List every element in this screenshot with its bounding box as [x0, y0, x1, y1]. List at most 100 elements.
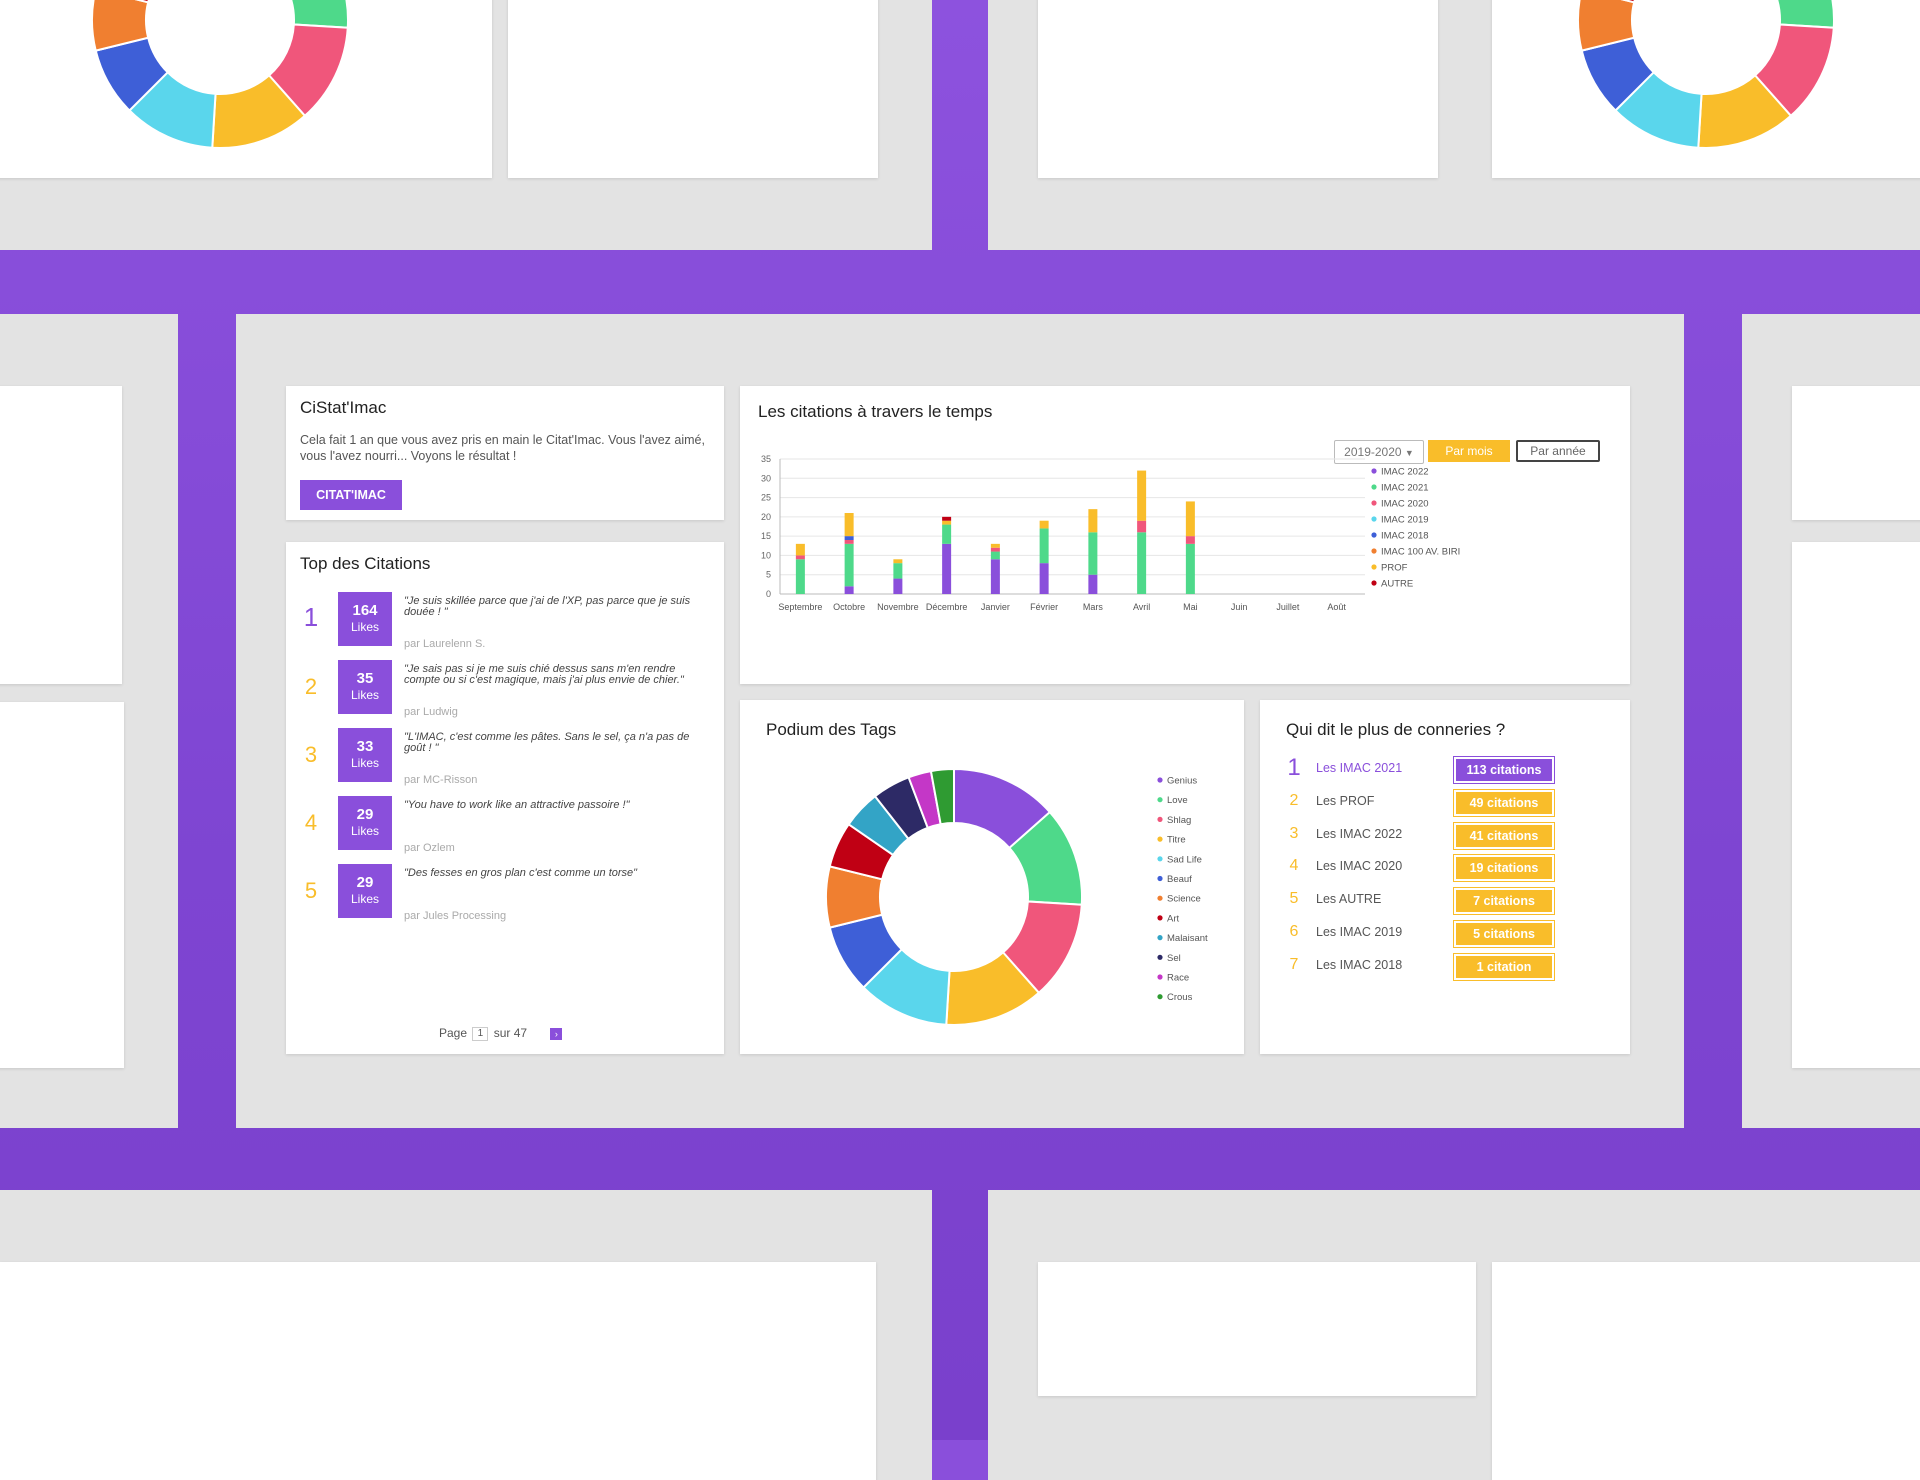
likes-label: Likes — [350, 756, 379, 770]
pager-next-button[interactable]: › — [550, 1027, 563, 1040]
ranking-position: 7 — [1289, 955, 1299, 973]
citatimac-button[interactable]: CITAT'IMAC — [300, 480, 402, 510]
citation-count-badge: 41 citations — [1453, 821, 1555, 850]
legend-label: IMAC 2021 — [1381, 483, 1429, 494]
legend-marker — [1157, 816, 1163, 822]
time-bar-chart: 0 5 10 15 20 25 30 35 Septembre Octobre Novembre Dé… — [761, 454, 1460, 612]
ranking-title: Qui dit le plus de conneries ? — [1286, 720, 1506, 739]
ranking-name[interactable]: Les PROF — [1316, 793, 1375, 808]
legend-marker — [1371, 468, 1377, 474]
likes-badge: 29 Likes — [338, 864, 392, 918]
quote-author: par Jules Processing — [404, 910, 507, 922]
bar-segment — [1137, 470, 1147, 521]
quote-text: "Je suis skillée parce que j'ai de l'XP,… — [404, 595, 691, 618]
quote-rank: 1 — [303, 602, 319, 632]
citation-count-badge: 19 citations — [1453, 854, 1555, 883]
likes-label: Likes — [350, 892, 379, 906]
x-tick-label: Mai — [1183, 602, 1198, 612]
legend-marker — [1157, 994, 1163, 1000]
bar-segment — [844, 586, 854, 594]
y-tick-label: 15 — [761, 531, 771, 541]
x-tick-label: Juillet — [1276, 602, 1300, 612]
quote-author: par MC-Risson — [404, 774, 478, 786]
bar-segment — [795, 559, 805, 594]
bar-segment — [1137, 520, 1147, 533]
bar-segment — [893, 563, 903, 579]
bg-card — [1792, 542, 1920, 1068]
pager-page-input[interactable]: 1 — [472, 1026, 489, 1041]
quote-author: par Ludwig — [404, 706, 458, 718]
ranking-name[interactable]: Les IMAC 2022 — [1316, 826, 1403, 841]
citation-count-badge: 113 citations — [1453, 756, 1555, 784]
ranking-item: 6 Les IMAC 2019 5 citations — [1260, 914, 1630, 954]
bar-segment — [942, 520, 952, 525]
ranking-item: 3 Les IMAC 2022 41 citations — [1260, 816, 1630, 856]
x-tick-label: Novembre — [877, 602, 919, 612]
legend-label: IMAC 2020 — [1381, 499, 1429, 510]
bg-donut-slice — [1620, 0, 1636, 4]
x-tick-label: Décembre — [926, 602, 968, 612]
bar-segment — [1039, 520, 1049, 529]
intro-text: Cela fait 1 an que vous avez pris en mai… — [300, 433, 705, 463]
bg-card — [1492, 0, 1920, 178]
likes-badge: 35 Likes — [338, 660, 392, 714]
bg-donut-chart — [91, 0, 349, 149]
bg-frame-bottom-left — [0, 1190, 932, 1480]
quote-item: 3 33 Likes "L'IMAC, c'est comme les pâtes. … — [286, 728, 724, 796]
quote-rank: 4 — [304, 810, 318, 835]
ranking-name[interactable]: Les IMAC 2018 — [1316, 957, 1403, 972]
ranking-position: 1 — [1287, 754, 1301, 781]
likes-count: 35 — [356, 670, 374, 687]
likes-badge: 29 Likes — [338, 796, 392, 850]
y-tick-label: 0 — [766, 589, 771, 599]
by-month-button[interactable]: Par mois — [1428, 440, 1510, 462]
y-tick-label: 30 — [761, 473, 771, 483]
x-tick-label: Janvier — [981, 602, 1010, 612]
y-tick-label: 5 — [766, 570, 771, 580]
quote-item: 1 164 Likes "Je suis skillée parce que j'ai… — [286, 592, 724, 660]
bg-card — [1038, 0, 1438, 178]
by-year-button[interactable]: Par année — [1516, 440, 1600, 462]
bar-segment — [1185, 536, 1195, 544]
bar-segment — [1039, 563, 1049, 594]
legend-label: IMAC 2018 — [1381, 531, 1429, 542]
likes-label: Likes — [350, 824, 379, 838]
bg-frame-top-left — [0, 0, 932, 250]
legend-label: Crous — [1167, 992, 1193, 1003]
ranking-item: 2 Les PROF 49 citations — [1260, 783, 1630, 823]
ranking-name[interactable]: Les IMAC 2021 — [1316, 761, 1403, 775]
intro-card: CiStat'Imac Cela fait 1 an que vous avez… — [286, 386, 724, 520]
legend-label: Race — [1167, 973, 1189, 984]
quote-text: "Je sais pas si je me suis chié dessus s… — [404, 663, 684, 686]
legend-label: AUTRE — [1381, 579, 1413, 590]
bar-segment — [1039, 528, 1049, 564]
time-chart-title: Les citations à travers le temps — [758, 402, 993, 421]
legend-marker — [1371, 500, 1377, 506]
ranking-item: 1 Les IMAC 2021 113 citations — [1260, 750, 1630, 790]
ranking-name[interactable]: Les IMAC 2019 — [1316, 925, 1403, 939]
x-tick-label: Octobre — [833, 602, 865, 612]
ranking-position: 4 — [1289, 857, 1299, 875]
dashboard-screen: CiStat'Imac Cela fait 1 an que vous avez… — [236, 314, 1684, 1128]
legend-label: Sad Life — [1167, 854, 1202, 865]
bg-donut-slice — [1776, 0, 1835, 29]
bar-segment — [893, 578, 903, 594]
year-select[interactable]: 2019-2020 ▼ — [1334, 440, 1424, 464]
ranking-item: 5 Les AUTRE 7 citations — [1260, 881, 1630, 921]
legend-label: IMAC 2022 — [1381, 467, 1429, 478]
legend-label: Beauf — [1167, 874, 1192, 885]
legend-marker — [1157, 915, 1163, 921]
legend-label: IMAC 2019 — [1381, 515, 1429, 526]
bg-card — [508, 0, 878, 178]
ranking-position: 5 — [1289, 890, 1299, 908]
legend-label: Science — [1167, 894, 1201, 905]
bar-segment — [1088, 574, 1098, 594]
legend-marker — [1371, 564, 1377, 570]
top-quotes-card: Top des Citations 1 164 Likes "Je suis skil… — [286, 542, 724, 1054]
legend-label: IMAC 100 AV. BIRI — [1381, 547, 1460, 558]
ranking-name[interactable]: Les AUTRE — [1316, 892, 1382, 907]
bar-segment — [990, 547, 1000, 552]
x-tick-label: Août — [1327, 602, 1346, 612]
ranking-name[interactable]: Les IMAC 2020 — [1316, 859, 1403, 874]
ranking-card: Qui dit le plus de conneries ? 1 Les IMAC… — [1260, 700, 1630, 1054]
